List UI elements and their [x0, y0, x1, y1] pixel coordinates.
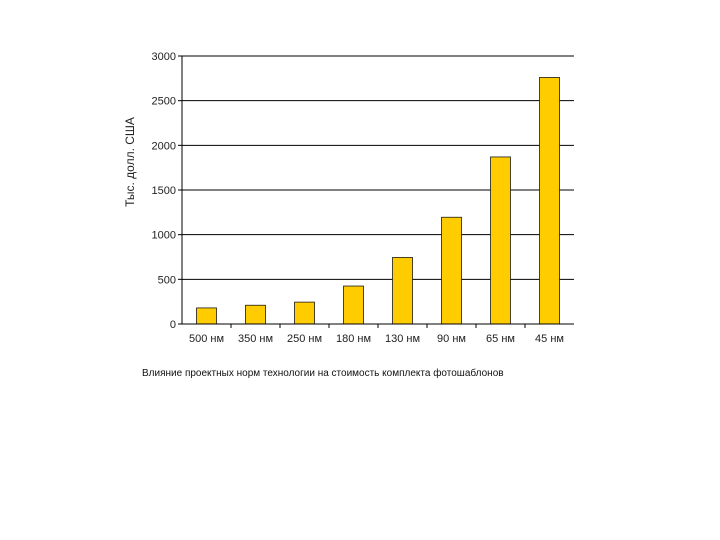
y-tick-labels: 0 500 1000 1500 2000 2500 3000 — [152, 51, 182, 331]
bar — [245, 304, 266, 325]
y-axis-label: Тыс. долл. США — [123, 117, 137, 207]
y-tick-label: 1000 — [152, 230, 176, 242]
y-tick-label: 2000 — [152, 140, 176, 152]
x-tick-label: 65 нм — [486, 333, 515, 345]
bar — [196, 307, 217, 325]
bar — [343, 285, 364, 325]
x-tick-label: 350 нм — [238, 333, 273, 345]
x-tick-label: 250 нм — [287, 333, 322, 345]
x-tick-label: 180 нм — [336, 333, 371, 345]
bar — [490, 156, 511, 325]
bar — [392, 257, 413, 325]
y-tick-label: 1500 — [152, 185, 176, 197]
bar — [441, 216, 462, 325]
bar — [294, 301, 315, 325]
y-tick-label: 3000 — [152, 51, 176, 63]
x-tick-label: 90 нм — [437, 333, 466, 345]
bar — [539, 77, 560, 325]
x-tick-labels: 500 нм 350 нм 250 нм 180 нм 130 нм 90 нм 65 нм… — [189, 324, 564, 345]
y-tick-label: 0 — [170, 319, 176, 331]
x-tick-label: 45 нм — [535, 333, 564, 345]
chart-caption: Влияние проектных норм технологии на сто… — [142, 367, 504, 379]
bars — [196, 77, 560, 325]
y-tick-label: 2500 — [152, 96, 176, 108]
gridlines — [182, 55, 574, 280]
x-tick-label: 130 нм — [385, 333, 420, 345]
y-tick-label: 500 — [158, 274, 176, 286]
x-tick-label: 500 нм — [189, 333, 224, 345]
